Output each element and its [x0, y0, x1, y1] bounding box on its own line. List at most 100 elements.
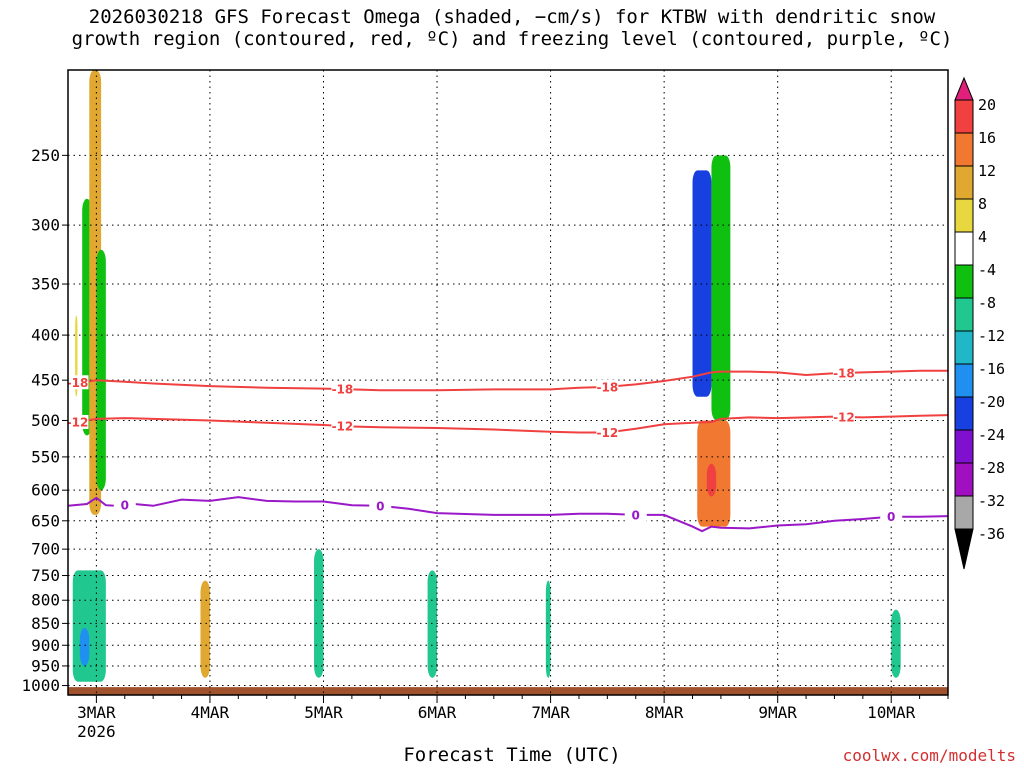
- y-tick-label: 300: [31, 216, 60, 235]
- omega-region: [96, 249, 106, 491]
- x-tick-label: 6MAR: [418, 703, 457, 722]
- y-tick-label: 450: [31, 371, 60, 390]
- omega-region: [706, 463, 717, 497]
- y-tick-label: 650: [31, 511, 60, 530]
- colorbar-label: -32: [978, 492, 1005, 510]
- contour-label: -18: [67, 376, 89, 390]
- colorbar-swatch: [954, 495, 974, 530]
- contour-label-bg: [624, 507, 647, 522]
- colorbar-swatch: [954, 198, 974, 233]
- chart-title: 2026030218 GFS Forecast Omega (shaded, −…: [0, 6, 1024, 50]
- title-line-2: growth region (contoured, red, ºC) and f…: [71, 28, 953, 50]
- contour-label-bg: [832, 409, 855, 424]
- colorbar-swatch: [954, 396, 974, 431]
- contour-label-bg: [596, 425, 619, 440]
- contour-label-bg: [68, 414, 89, 429]
- colorbar-label: -24: [978, 426, 1005, 444]
- omega-region: [545, 580, 551, 678]
- x-axis: 3MAR 4MAR 5MAR 6MAR 7MAR 8MAR 9MAR 10MAR 2026: [77, 695, 949, 741]
- omega-shading: [72, 70, 901, 682]
- contour-lines: -18 -18 -18 -18 -12 -12 -12 -12 0 0 0 0: [67, 366, 948, 533]
- y-tick-label: 900: [31, 636, 60, 655]
- x-axis-label: Forecast Time (UTC): [403, 744, 621, 766]
- contour-line: [68, 414, 948, 434]
- ground-strip: [68, 687, 948, 695]
- colorbar-swatch: [954, 363, 974, 398]
- title-line-1: 2026030218 GFS Forecast Omega (shaded, −…: [88, 6, 936, 28]
- contour-label: -12: [67, 415, 89, 429]
- colorbar-label: 8: [978, 195, 987, 213]
- omega-region: [79, 627, 90, 666]
- contour-label: 0: [121, 498, 129, 512]
- ground-fill: [68, 687, 948, 695]
- x-tick-label: 7MAR: [531, 703, 570, 722]
- omega-region: [427, 570, 438, 678]
- contour-label-bg: [331, 419, 354, 434]
- colorbar-label: -36: [978, 525, 1005, 543]
- contour-label: -18: [597, 380, 619, 394]
- x-tick-label: 3MAR: [77, 703, 116, 722]
- grid-lines: [68, 70, 948, 695]
- x-tick-sublabel: 2026: [77, 722, 116, 741]
- colorbar-label: 16: [978, 129, 996, 147]
- contour-label-bg: [331, 382, 354, 397]
- omega-region: [891, 609, 901, 678]
- source-credit: coolwx.com/modelts: [842, 746, 1016, 765]
- contour-label-bg: [113, 497, 136, 512]
- colorbar-swatch: [954, 330, 974, 365]
- colorbar-swatch: [954, 297, 974, 332]
- colorbar-swatch: [954, 264, 974, 299]
- x-tick-label: 10MAR: [867, 703, 916, 722]
- omega-region: [711, 155, 731, 421]
- y-tick-label: 400: [31, 326, 60, 345]
- contour-label: 0: [632, 508, 640, 522]
- contour-label: -12: [332, 420, 354, 434]
- colorbar-label: 12: [978, 162, 996, 180]
- y-tick-label: 750: [31, 566, 60, 585]
- y-tick-label: 800: [31, 591, 60, 610]
- contour-label-bg: [832, 366, 855, 381]
- colorbar-swatch: [954, 165, 974, 200]
- contour-label: -12: [833, 410, 855, 424]
- colorbar-label: -12: [978, 327, 1005, 345]
- y-tick-label: 950: [31, 656, 60, 675]
- plot-frame: [67, 69, 949, 696]
- x-tick-label: 5MAR: [304, 703, 343, 722]
- colorbar-bottom-arrow: [954, 528, 974, 570]
- contour-label: 0: [376, 499, 384, 513]
- colorbar: 20 16 12 8 4 -4 -8 -12 -16 -20 -24 -28 -32 -36: [954, 76, 1005, 570]
- x-tick-label: 8MAR: [645, 703, 684, 722]
- y-tick-label: 250: [31, 146, 60, 165]
- y-tick-label: 850: [31, 614, 60, 633]
- x-tick-label: 4MAR: [191, 703, 230, 722]
- colorbar-swatch: [954, 99, 974, 134]
- colorbar-swatch: [954, 429, 974, 464]
- colorbar-top-arrow: [954, 76, 974, 101]
- colorbar-label: -8: [978, 294, 996, 312]
- contour-label-bg: [880, 509, 903, 524]
- colorbar-label: 4: [978, 228, 987, 246]
- omega-region: [200, 580, 210, 678]
- omega-region: [314, 549, 324, 678]
- y-tick-label: 1000: [21, 676, 60, 695]
- contour-label-bg: [596, 379, 619, 394]
- contour-label: -18: [332, 383, 354, 397]
- contour-label-bg: [68, 375, 89, 390]
- colorbar-label: -4: [978, 261, 996, 279]
- y-tick-label: 500: [31, 411, 60, 430]
- y-tick-label: 700: [31, 540, 60, 559]
- colorbar-swatch: [954, 231, 974, 266]
- colorbar-label: -16: [978, 360, 1005, 378]
- x-tick-label: 9MAR: [758, 703, 797, 722]
- colorbar-label: -28: [978, 459, 1005, 477]
- omega-region: [72, 570, 106, 682]
- y-tick-label: 350: [31, 275, 60, 294]
- y-tick-label: 550: [31, 447, 60, 466]
- colorbar-swatch: [954, 132, 974, 167]
- contour-line: [68, 496, 948, 533]
- y-tick-label: 600: [31, 481, 60, 500]
- contour-label: 0: [887, 510, 895, 524]
- contour-label: -18: [833, 367, 855, 381]
- contour-label-bg: [369, 498, 392, 513]
